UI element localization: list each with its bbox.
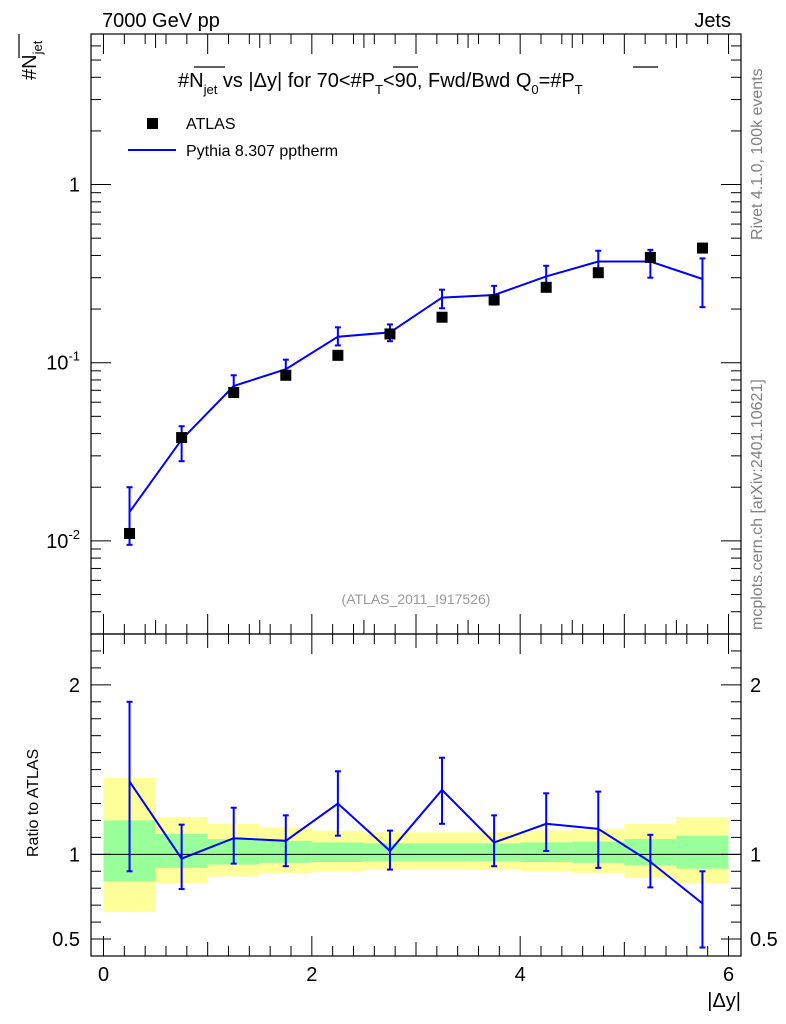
atlas-point (228, 387, 240, 399)
ratio-xtick-label: 4 (515, 964, 526, 986)
atlas-point (280, 369, 292, 381)
ratio-ytick-label-left: 0.5 (52, 929, 80, 951)
ratio-pythia-line (128, 780, 704, 905)
atlas-point (540, 281, 552, 293)
main-ytick-label: 1 (69, 175, 80, 197)
atlas-point (488, 294, 500, 306)
ratio-ytick-label-right: 2 (750, 675, 761, 697)
legend-pythia-label: Pythia 8.307 pptherm (186, 143, 338, 160)
atlas-point (696, 242, 708, 254)
ratio-ytick-label-right: 1 (750, 844, 761, 866)
main-ylabel: #Njet (18, 34, 45, 80)
ratio-xtick-label: 0 (98, 964, 109, 986)
rivet-label: Rivet 4.1.0, 100k events (749, 68, 766, 240)
ratio-xtick-label: 6 (723, 964, 734, 986)
main-ytick-label: 10-2 (46, 527, 80, 553)
ratio-xlabel: |Δy| (707, 990, 741, 1012)
ratio-band-green (311, 842, 364, 862)
ratio-panel: 0.5 0.5 1 1 2 2 0 2 4 6 Ratio to ATLAS |Δy| (25, 633, 778, 1012)
header-left: 7000 GeV pp (102, 10, 220, 32)
atlas-point (592, 267, 604, 279)
ratio-xtick-label: 2 (306, 964, 317, 986)
watermark: (ATLAS_2011_I917526) (342, 591, 491, 607)
atlas-point (332, 349, 344, 361)
atlas-point (436, 311, 448, 323)
ratio-ylabel: Ratio to ATLAS (25, 749, 42, 857)
header-right: Jets (694, 10, 731, 32)
ratio-ytick-label-left: 2 (69, 675, 80, 697)
legend-atlas-marker (147, 118, 158, 129)
atlas-point (644, 251, 656, 263)
mcplots-label: mcplots.cern.ch [arXiv:2401.10621] (749, 379, 766, 630)
atlas-point (176, 432, 188, 444)
atlas-point (384, 328, 396, 340)
main-ytick-label: 10-1 (46, 349, 80, 375)
ratio-frame (90, 633, 742, 957)
atlas-point (124, 527, 136, 539)
svg-text:#Njet vs |Δy| for 70<#PT<90, F: #Njet vs |Δy| for 70<#PT<90, Fwd/Bwd Q0=… (178, 70, 583, 97)
svg-text:#Njet: #Njet (19, 40, 45, 80)
legend: ATLAS Pythia 8.307 pptherm (128, 116, 338, 160)
ratio-band-green (676, 835, 729, 869)
main-panel: 10-2 10-1 1 #Njet #Njet vs |Δy| for 70<#PT… (18, 33, 742, 635)
chart-title: #Njet vs |Δy| for 70<#PT<90, Fwd/Bwd Q0=… (178, 66, 658, 97)
ratio-band-green (520, 842, 573, 862)
ratio-band-green (416, 843, 469, 862)
ratio-ytick-label-left: 1 (69, 844, 80, 866)
legend-atlas-label: ATLAS (186, 116, 236, 133)
ratio-ytick-label-right: 0.5 (750, 929, 778, 951)
pythia-line (128, 260, 703, 513)
